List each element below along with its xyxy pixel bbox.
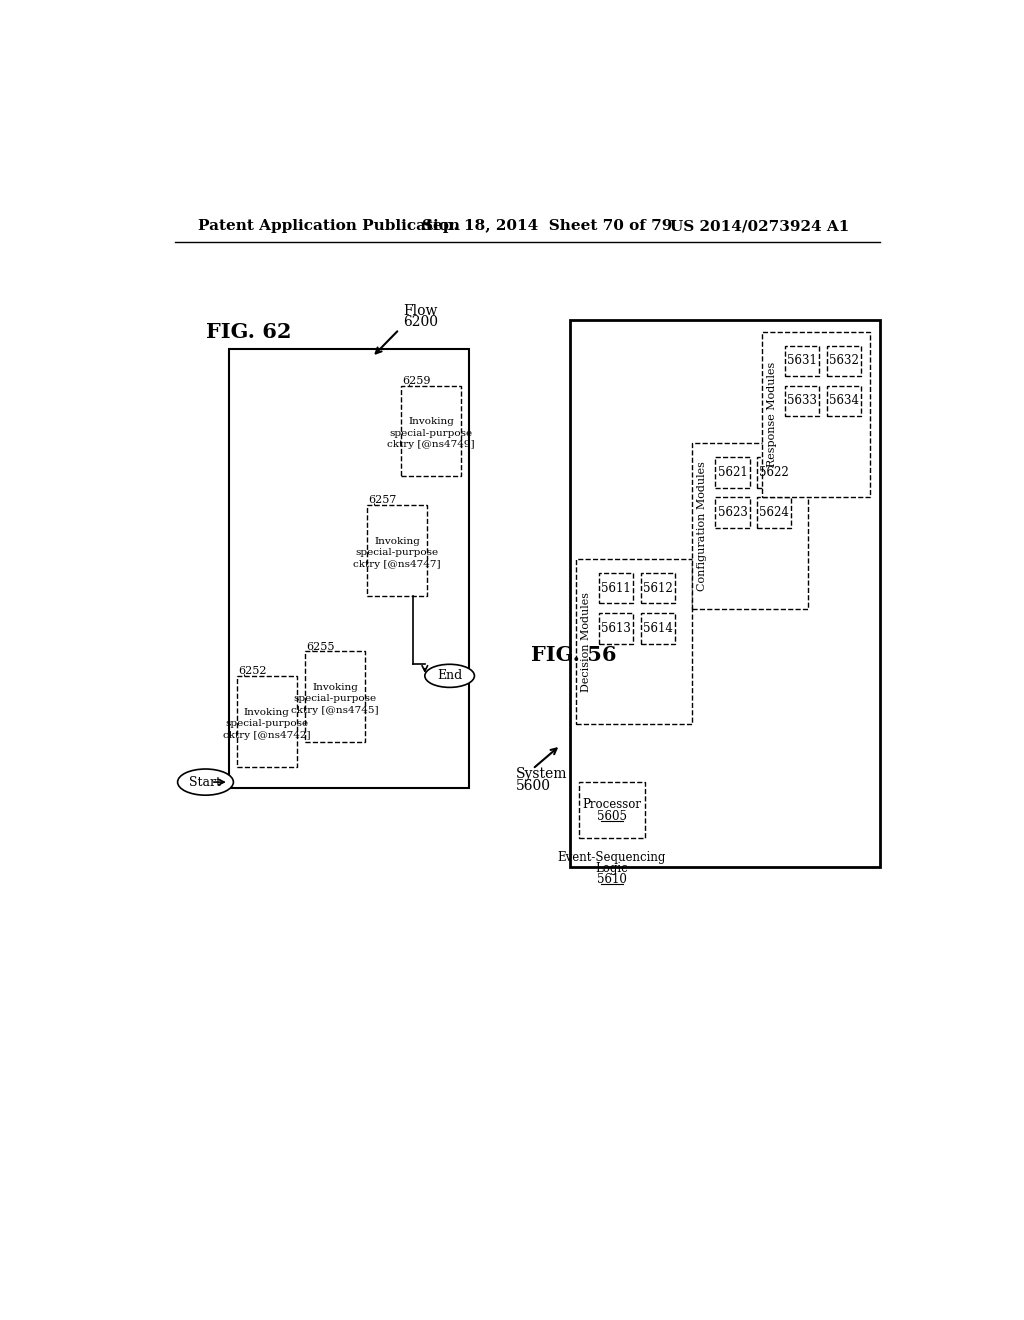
Text: 6252: 6252 [238, 667, 266, 676]
Text: cktry [@ns4747]: cktry [@ns4747] [353, 560, 440, 569]
Bar [400, 385, 461, 477]
Bar [785, 346, 819, 376]
Text: Sep. 18, 2014  Sheet 70 of 79: Sep. 18, 2014 Sheet 70 of 79 [423, 219, 673, 234]
Text: special-purpose: special-purpose [355, 548, 438, 557]
Text: Logic: Logic [596, 862, 629, 875]
Text: 5634: 5634 [829, 395, 859, 408]
Bar [827, 346, 861, 376]
Text: End: End [437, 669, 462, 682]
Text: Invoking: Invoking [244, 708, 290, 717]
Text: 5612: 5612 [643, 582, 673, 594]
Text: Event-Sequencing: Event-Sequencing [558, 851, 667, 865]
Bar [569, 321, 880, 867]
Bar [641, 573, 675, 603]
Text: Start: Start [189, 776, 221, 788]
Text: Response Modules: Response Modules [767, 362, 777, 467]
Text: Invoking: Invoking [312, 682, 357, 692]
Text: 5611: 5611 [601, 582, 631, 594]
Text: 5624: 5624 [760, 506, 790, 519]
Bar [575, 558, 692, 725]
Ellipse shape [177, 770, 233, 795]
Bar [716, 498, 750, 528]
Text: 5610: 5610 [597, 873, 627, 886]
Text: 5605: 5605 [597, 810, 627, 824]
Text: Invoking: Invoking [409, 417, 454, 426]
Text: 5633: 5633 [787, 395, 817, 408]
Text: 5613: 5613 [601, 622, 631, 635]
Text: Processor: Processor [583, 797, 641, 810]
Text: special-purpose: special-purpose [225, 719, 308, 729]
Text: 5632: 5632 [829, 354, 859, 367]
Text: FIG. 62: FIG. 62 [206, 322, 291, 342]
Bar [758, 498, 792, 528]
Text: cktry [@ns4742]: cktry [@ns4742] [223, 731, 310, 739]
Bar [762, 331, 870, 498]
Bar [716, 457, 750, 488]
Bar [641, 612, 675, 644]
Text: 5631: 5631 [787, 354, 817, 367]
Text: 6255: 6255 [306, 642, 335, 652]
Bar [692, 444, 809, 609]
Text: 5622: 5622 [760, 466, 790, 479]
Bar [305, 651, 366, 742]
Bar [367, 504, 427, 595]
Bar [237, 676, 297, 767]
Bar [579, 781, 645, 838]
Text: Flow: Flow [403, 304, 437, 318]
Text: 5621: 5621 [718, 466, 748, 479]
Text: 6200: 6200 [403, 315, 438, 330]
Text: 5614: 5614 [643, 622, 673, 635]
Text: special-purpose: special-purpose [389, 429, 473, 438]
Bar [228, 350, 469, 788]
Text: special-purpose: special-purpose [293, 694, 377, 704]
Bar [827, 385, 861, 416]
Bar [758, 457, 792, 488]
Bar [599, 612, 633, 644]
Text: 5623: 5623 [718, 506, 748, 519]
Text: Invoking: Invoking [374, 537, 420, 545]
Text: 6259: 6259 [402, 376, 431, 385]
Text: FIG. 56: FIG. 56 [531, 645, 616, 665]
Text: 5600: 5600 [515, 779, 551, 793]
Text: cktry [@ns4749]: cktry [@ns4749] [387, 441, 475, 449]
Text: 6257: 6257 [369, 495, 396, 506]
Text: Patent Application Publication: Patent Application Publication [198, 219, 460, 234]
Text: cktry [@ns4745]: cktry [@ns4745] [291, 706, 379, 715]
Text: Configuration Modules: Configuration Modules [697, 461, 708, 591]
Bar [599, 573, 633, 603]
Bar [785, 385, 819, 416]
Ellipse shape [425, 664, 474, 688]
Text: US 2014/0273924 A1: US 2014/0273924 A1 [671, 219, 850, 234]
Text: System: System [515, 767, 567, 781]
Text: Decision Modules: Decision Modules [581, 591, 591, 692]
